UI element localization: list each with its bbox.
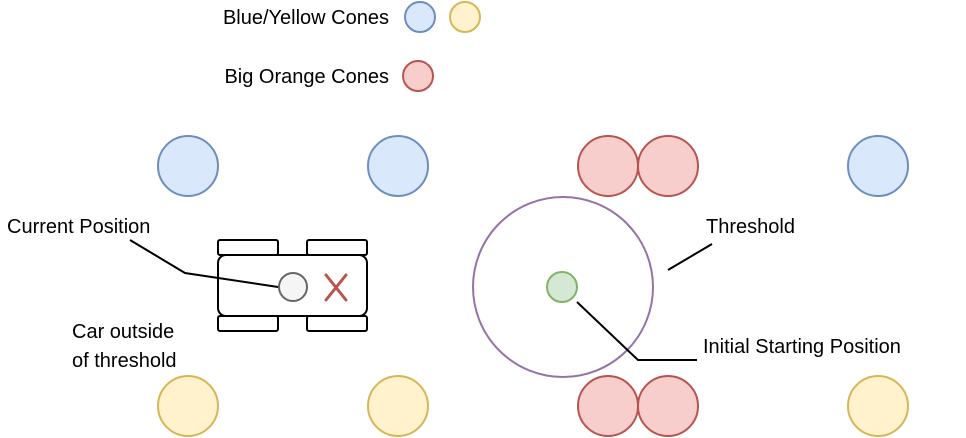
legend-blue-yellow-label: Blue/Yellow Cones <box>223 7 389 29</box>
car-outside-label-line1: Car outside <box>72 321 174 343</box>
orange-cone-top-1 <box>577 135 639 197</box>
legend-yellow-cone <box>449 1 481 33</box>
blue-cone-1 <box>157 135 219 197</box>
threshold-label: Threshold <box>706 216 795 238</box>
car-wheel-rear-right <box>306 315 368 332</box>
car-wheel-front-left <box>217 239 279 256</box>
current-position-callout-line <box>129 239 279 288</box>
threshold-callout-line <box>667 243 713 271</box>
blue-cone-2 <box>367 135 429 197</box>
threshold-circle <box>472 196 654 378</box>
yellow-cone-1 <box>157 375 219 437</box>
initial-starting-position-label: Initial Starting Position <box>703 336 901 358</box>
yellow-cone-3 <box>847 375 909 437</box>
yellow-cone-2 <box>367 375 429 437</box>
x-mark-icon <box>324 273 348 302</box>
orange-cone-top-2 <box>637 135 699 197</box>
legend-orange-cone <box>402 60 434 92</box>
blue-cone-3 <box>847 135 909 197</box>
legend-blue-cone <box>404 1 436 33</box>
initial-position-callout-line <box>576 301 697 361</box>
car-wheel-rear-left <box>217 315 279 332</box>
legend-orange-label: Big Orange Cones <box>224 66 389 88</box>
orange-cone-bottom-1 <box>577 375 639 437</box>
car-outside-label-line2: of threshold <box>72 350 177 372</box>
orange-cone-bottom-2 <box>637 375 699 437</box>
car-wheel-front-right <box>306 239 368 256</box>
current-position-marker <box>278 272 308 302</box>
initial-starting-position-marker <box>546 271 578 303</box>
current-position-label: Current Position <box>7 216 150 238</box>
